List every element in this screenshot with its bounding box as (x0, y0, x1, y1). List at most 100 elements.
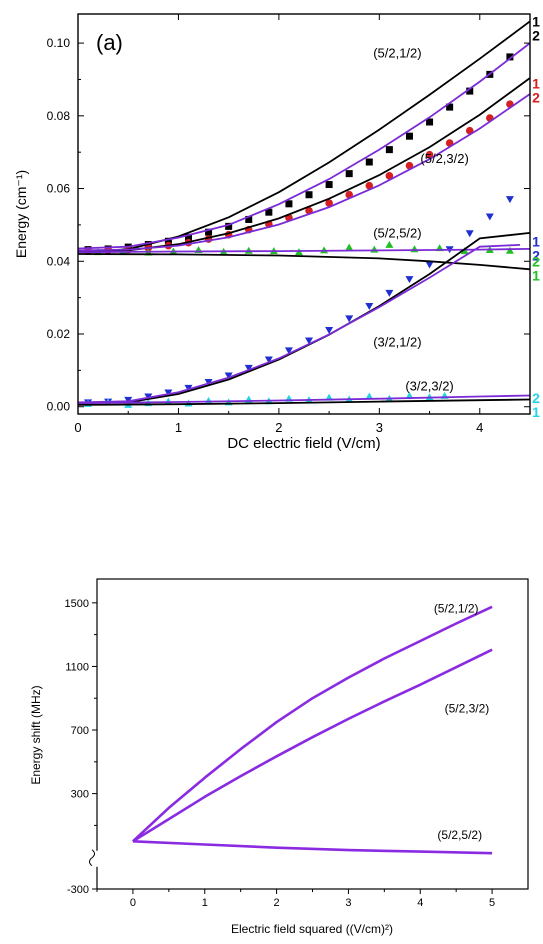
axis-break-icon (89, 849, 95, 867)
data-point-triangle-down (264, 356, 273, 364)
data-point-triangle-down (184, 384, 193, 392)
fit-curve (77, 253, 531, 271)
fit-curve (77, 20, 531, 254)
shift-curve (132, 605, 493, 843)
side-label-bottom: 2 (532, 28, 540, 44)
data-point-triangle-down (204, 379, 213, 386)
x-tick-label: 4 (417, 897, 423, 909)
side-label-top: 2 (532, 390, 540, 406)
data-point-triangle-up (345, 243, 354, 251)
x-tick-label: 1 (175, 420, 182, 435)
data-point-triangle-up (244, 246, 253, 254)
fit-curve (77, 394, 531, 404)
y-tick-label: 0.06 (47, 182, 71, 196)
bottom-chart-axes: (5/2,1/2) (5/2,3/2) (5/2,5/2) 0 1 2 3 4 5 -300 300… (65, 598, 496, 909)
side-label-top: 1 (532, 14, 540, 30)
x-tick-label: 3 (345, 897, 351, 909)
top-chart-axes: 0 1 2 3 40.000.020.040.060.080.10(5/2,1/2)(5… (47, 14, 540, 435)
data-point-square (385, 146, 393, 154)
data-point-square (245, 215, 253, 223)
curve-label: (5/2,3/2) (420, 151, 468, 166)
data-point-square (345, 170, 353, 178)
x-tick-label: 1 (202, 897, 208, 909)
data-point-triangle-down (325, 327, 334, 334)
data-point-triangle-up (320, 246, 329, 254)
top-plot-frame (77, 13, 531, 415)
fit-curve (77, 248, 531, 254)
bottom-chart-marks (132, 605, 493, 855)
data-point-square (506, 53, 514, 61)
side-label-top: 1 (532, 75, 540, 91)
side-label-bottom: 2 (532, 248, 540, 264)
data-point-circle (425, 150, 434, 159)
data-point-square (405, 132, 413, 140)
panel-label: (a) (96, 30, 123, 55)
data-point-circle (405, 161, 414, 170)
data-point-triangle-down (385, 289, 394, 297)
x-tick-label: 4 (476, 420, 483, 435)
top-x-axis-label: DC electric field (V/cm) (227, 435, 380, 452)
fit-curve (77, 93, 531, 252)
y-tick-label: 700 (71, 725, 89, 737)
data-point-square (265, 208, 273, 216)
data-point-triangle-up (365, 392, 374, 400)
data-point-square (446, 103, 454, 111)
y-tick-label: 300 (71, 789, 89, 801)
y-tick-label: -300 (67, 884, 89, 896)
data-point-triangle-up (505, 246, 514, 254)
y-tick-label: 0.10 (47, 36, 71, 50)
data-point-square (305, 191, 313, 199)
data-point-triangle-down (164, 389, 173, 397)
energy-vs-field-chart: 0 1 2 3 40.000.020.040.060.080.10(5/2,1/2)(5… (13, 13, 540, 452)
side-label-bottom: 1 (532, 268, 540, 284)
top-chart-marks (77, 20, 531, 408)
x-tick-label: 2 (275, 420, 282, 435)
x-tick-label: 0 (130, 897, 136, 909)
data-point-triangle-down (224, 372, 233, 380)
bottom-x-axis-label: Electric field squared ((V/cm)²) (231, 922, 393, 936)
side-label-bottom: 2 (532, 89, 540, 105)
x-tick-label: 3 (376, 420, 383, 435)
data-point-square (466, 87, 474, 95)
top-y-axis-label: Energy (cm⁻¹) (13, 170, 29, 258)
data-point-square (426, 118, 434, 126)
shift-curve (132, 648, 493, 843)
fit-curve (77, 42, 531, 250)
fit-curve (77, 398, 531, 406)
data-point-triangle-down (505, 196, 514, 204)
data-point-triangle-down (485, 213, 494, 221)
axis-break-gap (93, 850, 101, 867)
data-point-triangle-down (425, 261, 434, 269)
data-point-triangle-up (184, 399, 193, 407)
bottom-y-axis-label: Energy shift (MHz) (29, 685, 43, 784)
data-point-triangle-down (244, 364, 253, 372)
y-tick-label: 0.04 (47, 254, 71, 268)
data-point-square (205, 228, 213, 236)
data-point-triangle-down (365, 303, 374, 310)
data-point-circle (325, 199, 333, 207)
y-tick-label: 0.02 (47, 327, 71, 341)
y-tick-label: 0.00 (47, 400, 71, 414)
curve-label: (3/2,3/2) (405, 378, 453, 393)
data-point-square (184, 233, 192, 241)
curve-label: (5/2,5/2) (437, 828, 482, 842)
data-point-triangle-down (124, 396, 133, 404)
y-tick-label: 1500 (65, 598, 89, 610)
curve-label: (5/2,1/2) (373, 46, 421, 61)
x-tick-label: 2 (274, 897, 280, 909)
data-point-triangle-up (410, 245, 419, 253)
energy-shift-chart: (5/2,1/2) (5/2,3/2) (5/2,5/2) 0 1 2 3 4 5 -300 300… (29, 578, 529, 936)
data-point-square (164, 237, 172, 245)
data-point-square (365, 158, 373, 166)
curve-label: (5/2,5/2) (373, 226, 421, 241)
data-point-square (325, 181, 333, 189)
data-point-triangle-down (305, 337, 314, 345)
side-label-top: 1 (532, 234, 540, 250)
side-label-bottom: 1 (532, 404, 540, 420)
data-point-triangle-up (370, 245, 379, 253)
shift-curve (132, 840, 493, 855)
y-tick-label: 0.08 (47, 109, 71, 123)
data-point-triangle-down (405, 276, 414, 284)
data-point-triangle-up (405, 391, 414, 399)
fit-curve (77, 244, 521, 404)
